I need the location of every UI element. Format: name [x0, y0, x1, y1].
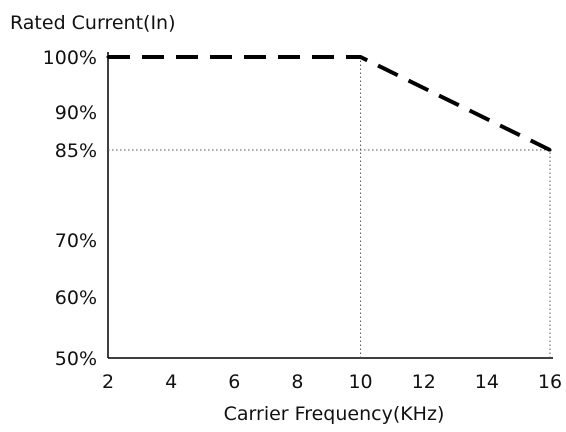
- y-tick-label-70: 70%: [55, 230, 97, 252]
- x-tick-label-6: 6: [228, 371, 240, 393]
- series-point-0-2: [548, 148, 552, 152]
- y-tick-label-50: 50%: [55, 348, 97, 370]
- series-line-0: [108, 55, 551, 152]
- x-tick-label-2: 2: [102, 371, 114, 393]
- x-tick-label-4: 4: [165, 371, 177, 393]
- y-tick-label-90: 90%: [55, 102, 97, 124]
- x-tick-label-14: 14: [475, 371, 499, 393]
- x-tick-label-8: 8: [291, 371, 303, 393]
- y-tick-label-60: 60%: [55, 287, 97, 309]
- series-layer: [106, 55, 552, 152]
- y-tick-label-85: 85%: [55, 140, 97, 162]
- series-point-0-1: [359, 55, 363, 59]
- series-point-0-0: [106, 55, 110, 59]
- x-tick-label-16: 16: [538, 371, 562, 393]
- x-axis-title: Carrier Frequency(KHz): [224, 403, 445, 425]
- guide-lines: [108, 57, 551, 358]
- x-tick-label-12: 12: [412, 371, 436, 393]
- x-tick-label-10: 10: [348, 371, 372, 393]
- y-axis-ticks: 50% 60% 70% 85% 90% 100%: [43, 47, 97, 370]
- y-tick-label-100: 100%: [43, 47, 97, 69]
- x-axis-ticks: 2 4 6 8 10 12 14 16: [102, 371, 562, 393]
- y-axis-title: Rated Current(In): [10, 12, 176, 34]
